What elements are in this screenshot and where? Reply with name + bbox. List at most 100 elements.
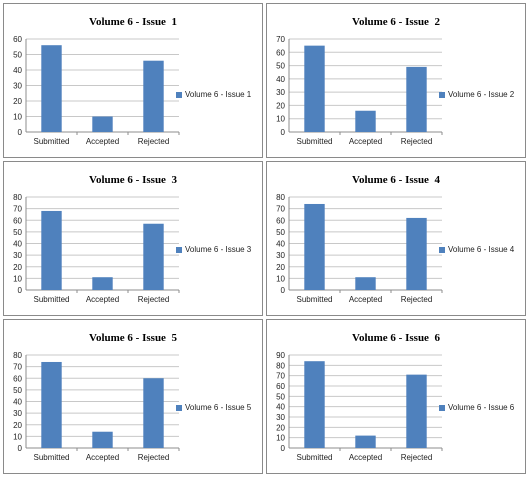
bar-chart-2: 0 10 20 30 40 50 60 70 Submitted Accepted Rejected xyxy=(276,35,443,146)
bar-accepted xyxy=(355,435,376,448)
bar-chart-3: 0 10 20 30 40 50 60 70 80 Submitted Accepted Reject… xyxy=(13,193,180,304)
y-tick-label: 60 xyxy=(276,216,285,225)
y-tick-label: 40 xyxy=(276,75,285,84)
x-tick-label: Rejected xyxy=(138,453,170,462)
y-tick-label: 90 xyxy=(276,351,285,360)
y-tick-label: 20 xyxy=(13,263,22,272)
bar-accepted xyxy=(92,431,113,448)
x-tick-label: Accepted xyxy=(349,137,382,146)
bar-rejected xyxy=(406,374,427,448)
y-tick-label: 50 xyxy=(13,51,22,60)
y-tick-label: 60 xyxy=(13,216,22,225)
chart-panel-4: Volume 6 - Issue 4 0 10 20 30 40 50 60 70 80 Subm… xyxy=(266,161,526,316)
legend-label: Volume 6 - Issue 5 xyxy=(185,403,252,412)
bar-accepted xyxy=(355,110,376,132)
y-tick-label: 10 xyxy=(13,274,22,283)
x-tick-label: Rejected xyxy=(138,295,170,304)
y-tick-label: 70 xyxy=(276,205,285,214)
y-tick-label: 80 xyxy=(276,193,285,202)
y-tick-label: 10 xyxy=(13,113,22,122)
bar-accepted xyxy=(355,277,376,290)
bar-rejected xyxy=(143,60,164,133)
chart-title: Volume 6 - Issue 2 xyxy=(352,16,440,28)
y-tick-label: 70 xyxy=(276,35,285,44)
legend-swatch xyxy=(439,91,445,98)
y-tick-label: 60 xyxy=(276,48,285,57)
chart-panel-1: Volume 6 - Issue 1 0 10 20 30 40 50 60 Submitte… xyxy=(3,3,263,158)
y-tick-label: 20 xyxy=(276,101,285,110)
legend-label: Volume 6 - Issue 4 xyxy=(448,245,515,254)
legend: Volume 6 - Issue 3 xyxy=(176,245,251,254)
bar-submitted xyxy=(304,203,325,290)
bar-rejected xyxy=(406,217,427,290)
y-tick-label: 0 xyxy=(18,128,23,137)
legend: Volume 6 - Issue 2 xyxy=(439,90,514,99)
chart-title: Volume 6 - Issue 1 xyxy=(89,16,177,28)
bar-submitted xyxy=(41,45,62,133)
chart-panel-2: Volume 6 - Issue 2 0 10 20 30 40 50 60 70 Submit… xyxy=(266,3,526,158)
y-tick-label: 40 xyxy=(276,240,285,249)
legend-label: Volume 6 - Issue 3 xyxy=(185,245,252,254)
legend: Volume 6 - Issue 6 xyxy=(439,403,514,412)
y-tick-label: 50 xyxy=(276,62,285,71)
legend-label: Volume 6 - Issue 6 xyxy=(448,403,515,412)
y-tick-label: 80 xyxy=(13,351,22,360)
y-tick-label: 30 xyxy=(276,251,285,260)
x-tick-label: Submitted xyxy=(296,453,332,462)
legend-swatch xyxy=(439,404,445,411)
bar-accepted xyxy=(92,116,113,132)
y-tick-label: 10 xyxy=(276,274,285,283)
x-tick-label: Accepted xyxy=(86,453,119,462)
chart-panel-6: Volume 6 - Issue 6 0 10 20 30 40 50 60 70 80 90 Su… xyxy=(266,319,526,474)
x-tick-label: Accepted xyxy=(349,295,382,304)
y-tick-label: 40 xyxy=(276,403,285,412)
y-tick-label: 30 xyxy=(276,88,285,97)
y-tick-label: 10 xyxy=(276,434,285,443)
x-tick-label: Submitted xyxy=(33,295,69,304)
x-tick-label: Accepted xyxy=(349,453,382,462)
chart-title: Volume 6 - Issue 5 xyxy=(89,332,177,344)
y-tick-label: 10 xyxy=(276,115,285,124)
x-tick-label: Rejected xyxy=(401,295,433,304)
x-tick-label: Accepted xyxy=(86,137,119,146)
x-tick-label: Submitted xyxy=(33,453,69,462)
y-tick-label: 20 xyxy=(13,421,22,430)
legend-label: Volume 6 - Issue 1 xyxy=(185,90,252,99)
bar-rejected xyxy=(143,223,164,290)
bar-rejected xyxy=(143,378,164,448)
legend: Volume 6 - Issue 5 xyxy=(176,403,251,412)
y-tick-label: 20 xyxy=(13,97,22,106)
legend-swatch xyxy=(176,246,182,253)
x-tick-label: Accepted xyxy=(86,295,119,304)
legend-swatch xyxy=(176,91,182,98)
y-tick-label: 30 xyxy=(276,413,285,422)
legend: Volume 6 - Issue 1 xyxy=(176,90,251,99)
y-tick-label: 0 xyxy=(281,286,286,295)
x-tick-label: Submitted xyxy=(33,137,69,146)
y-tick-label: 0 xyxy=(18,286,23,295)
y-tick-label: 10 xyxy=(13,432,22,441)
bar-chart-5: 0 10 20 30 40 50 60 70 80 Submitted Accepted Reject… xyxy=(13,351,180,462)
chart-panel-3: Volume 6 - Issue 3 0 10 20 30 40 50 60 70 80 Subm… xyxy=(3,161,263,316)
x-tick-label: Rejected xyxy=(401,453,433,462)
x-tick-label: Rejected xyxy=(138,137,170,146)
bar-submitted xyxy=(304,45,325,133)
y-tick-label: 30 xyxy=(13,251,22,260)
bar-accepted xyxy=(92,277,113,290)
bar-submitted xyxy=(41,361,62,448)
chart-panel-5: Volume 6 - Issue 5 0 10 20 30 40 50 60 70 80 Subm… xyxy=(3,319,263,474)
y-tick-label: 30 xyxy=(13,82,22,91)
y-tick-label: 50 xyxy=(276,392,285,401)
chart-title: Volume 6 - Issue 3 xyxy=(89,174,177,186)
bar-submitted xyxy=(41,210,62,290)
x-tick-label: Submitted xyxy=(296,295,332,304)
y-tick-label: 60 xyxy=(13,374,22,383)
y-tick-label: 70 xyxy=(13,363,22,372)
bar-submitted xyxy=(304,361,325,448)
bar-rejected xyxy=(406,66,427,132)
chart-title: Volume 6 - Issue 4 xyxy=(352,174,440,186)
y-tick-label: 30 xyxy=(13,409,22,418)
y-tick-label: 70 xyxy=(13,205,22,214)
y-tick-label: 50 xyxy=(276,228,285,237)
